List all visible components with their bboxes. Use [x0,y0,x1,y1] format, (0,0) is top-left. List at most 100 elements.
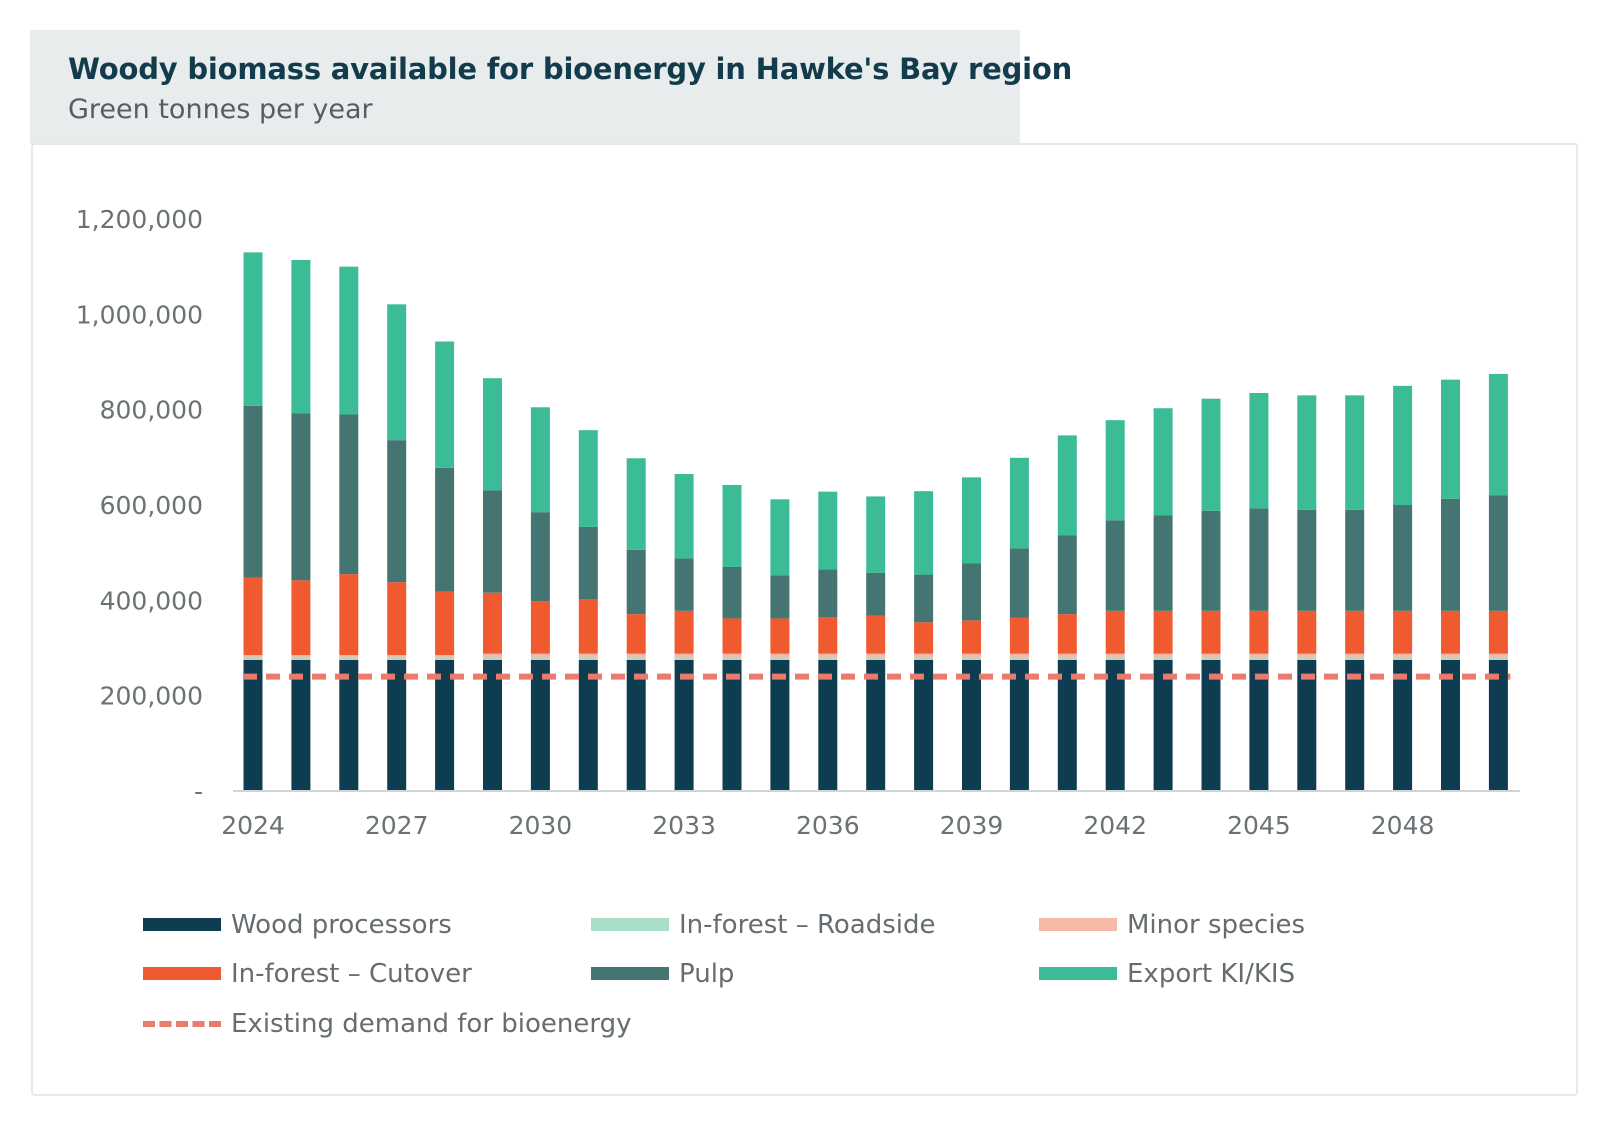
bar-segment [435,659,455,791]
bar-segment [578,653,598,658]
bar-segment [1441,659,1460,791]
y-tick-label: 1,000,000 [76,300,203,329]
bar-segment [1105,657,1125,660]
bar-segment [722,484,742,567]
bar-segment [578,657,598,660]
bar-segment [722,566,742,619]
bar-segment [866,615,886,654]
bar-segment [1249,508,1269,611]
bar-segment [1441,379,1460,499]
bar-segment [243,655,263,658]
bar-segment [1105,520,1125,611]
title-box: Woody biomass available for bioenergy in… [30,30,1072,144]
bar-segment [1009,617,1029,654]
bar-segment [1345,509,1365,611]
bar-segment [770,653,790,658]
bar-segment [626,614,646,654]
bar-segment [1393,385,1413,505]
bar-segment [818,659,838,791]
legend-label: In-forest – Cutover [231,959,472,989]
legend-label: In-forest – Roadside [679,910,936,940]
legend-label: Pulp [679,959,735,989]
bar-segment [914,574,934,623]
legend-swatch [591,918,669,931]
bar-segment [1393,653,1413,658]
bar-segment [770,499,790,576]
bar-segment [722,653,742,658]
bar-segment [1297,659,1317,791]
bar-segment [387,657,407,660]
x-tick-label: 2042 [1083,811,1147,840]
bar-segment [1441,653,1460,658]
bar-segment [914,657,934,660]
bar-segment [435,655,455,658]
bar-segment [1153,515,1173,611]
bar-segment [914,622,934,654]
bar-segment [1153,610,1173,654]
bar-segment [483,659,502,791]
bar-segment [1201,510,1221,611]
bar-segment [626,659,646,791]
bar-segment [1249,610,1269,654]
bar-segment [1009,657,1029,660]
x-tick-label: 2039 [940,811,1004,840]
bar-segment [530,512,550,602]
bar-segment [770,618,790,654]
bar-segment [626,458,646,550]
bar-segment [1105,659,1125,791]
bar-segment [1153,659,1173,791]
bar-segment [1057,653,1077,658]
y-tick-label: 800,000 [100,396,203,425]
bar-segment [626,653,646,658]
x-tick-label: 2030 [509,811,573,840]
bar-segment [1249,653,1269,658]
bar-segment [1297,509,1317,611]
bar-segment [1201,659,1221,791]
bar-segment [530,657,550,660]
y-tick-label: - [194,777,203,806]
bar-segment [578,430,598,527]
bar-segment [962,659,981,791]
bar-segment [243,659,263,791]
chart-subtitle: Green tonnes per year [68,94,373,125]
bar-segment [243,577,263,656]
bar-segment [626,657,646,660]
bar-segment [483,592,502,654]
bar-segment [483,378,502,491]
bar-segment [1057,659,1077,791]
bar-segment [1297,610,1317,654]
bar-segment [674,659,694,791]
bar-segment [962,653,981,658]
bar-segment [818,657,838,660]
bar-segment [1201,398,1221,511]
bar-segment [866,659,886,791]
bar-segment [722,618,742,654]
bar-segment [674,558,694,611]
bar-segment [866,572,886,616]
bar-segment [578,659,598,791]
bar-segment [578,526,598,600]
legend-swatch-dashed [143,1021,221,1033]
bar-segment [1393,610,1413,654]
bar-segment [339,655,359,658]
legend-swatch [591,967,669,980]
bar-segment [1297,653,1317,658]
legend-label: Existing demand for bioenergy [231,1009,632,1039]
bar-segment [578,599,598,654]
bar-segment [1345,610,1365,654]
bar-segment [1057,614,1077,654]
bar-segment [291,259,311,414]
bar-segment [387,304,407,441]
bar-segment [962,620,981,654]
bar-segment [1488,659,1508,791]
bar-segment [1153,408,1173,516]
y-tick-label: 400,000 [100,586,203,615]
bar-segment [626,549,646,615]
bar-segment [483,653,502,658]
bar-segment [1009,653,1029,658]
bar-segment [1488,610,1508,654]
bar-segment [770,659,790,791]
bar-segment [243,405,263,578]
bar-segment [530,601,550,654]
bar-segment [339,574,359,656]
